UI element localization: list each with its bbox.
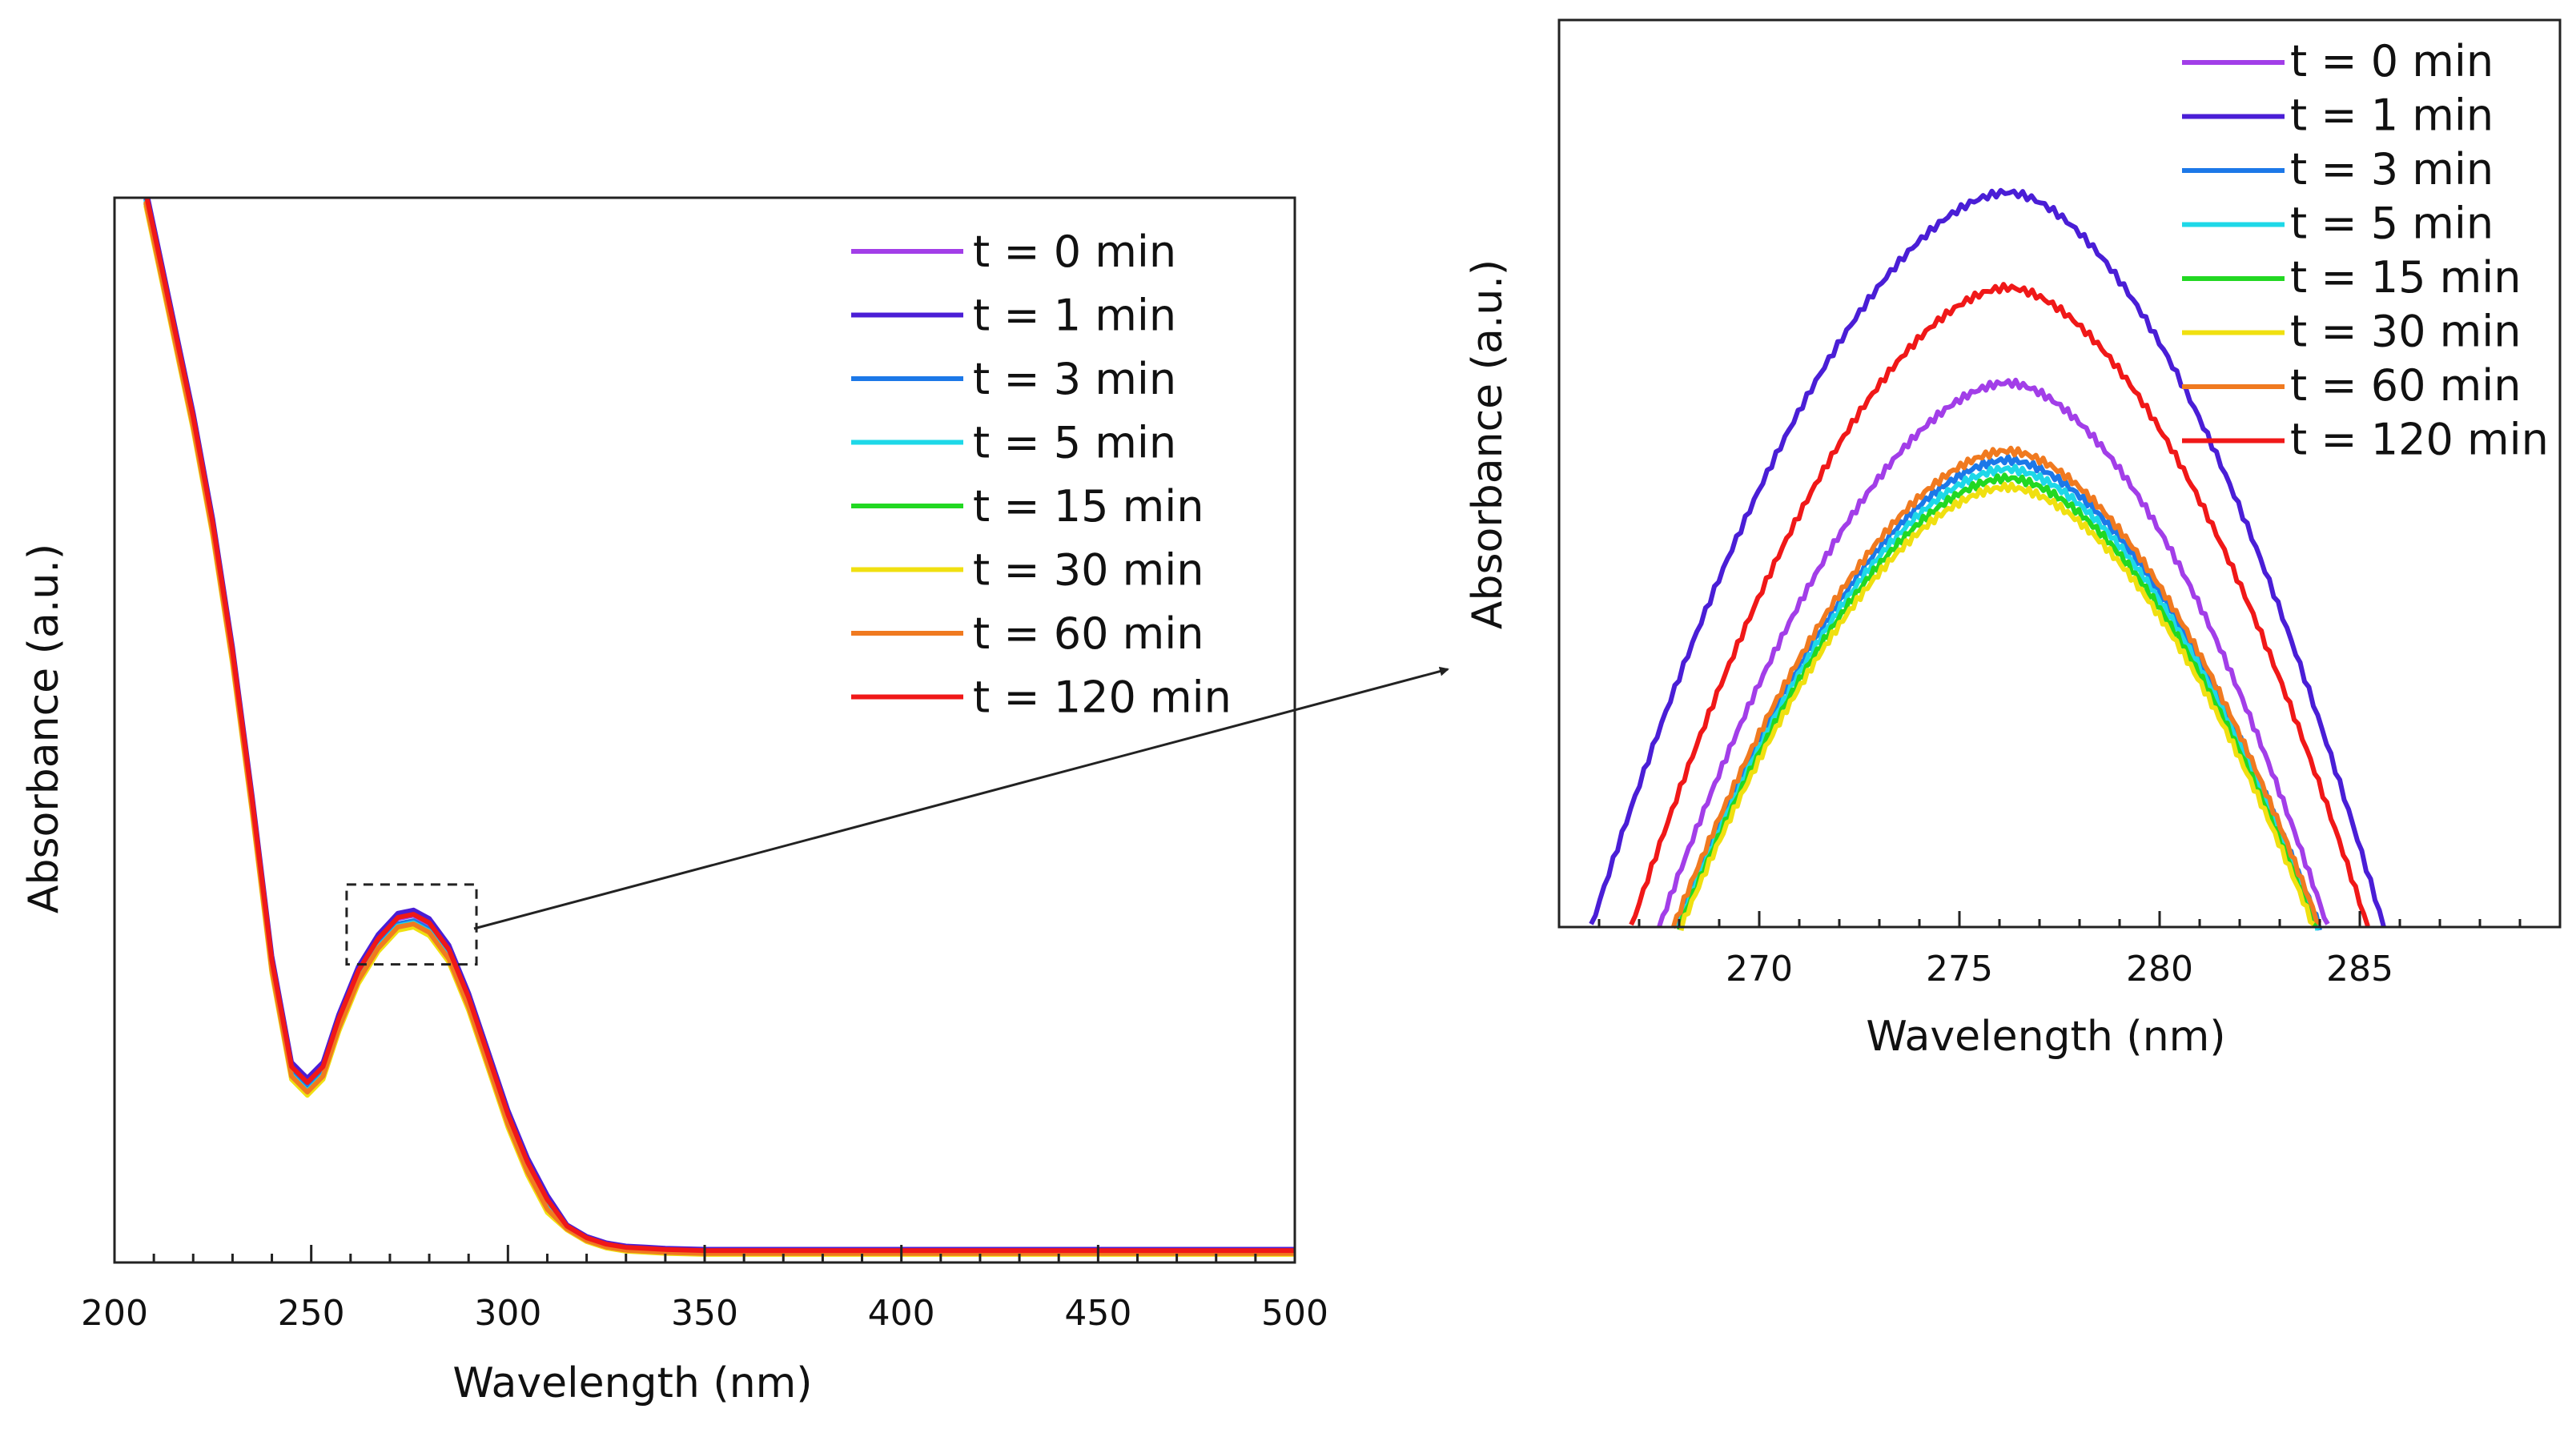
inset-legend-label: t = 0 min <box>2290 36 2494 86</box>
main-legend-item: t = 1 min <box>851 291 1176 341</box>
inset-legend-item: t = 3 min <box>2182 144 2494 195</box>
main-x-tick-label: 250 <box>278 1293 345 1334</box>
main-y-axis-title: Absorbance (a.u.) <box>20 544 68 913</box>
inset-x-tick-label: 270 <box>1726 949 1793 989</box>
inset-series-layer <box>1589 187 2386 931</box>
inset-legend-item: t = 30 min <box>2182 307 2521 357</box>
inset-series-t-30-min <box>1678 481 2316 931</box>
main-x-axis-title: Wavelength (nm) <box>452 1359 812 1407</box>
main-legend-item: t = 0 min <box>851 227 1176 277</box>
main-x-tick-label: 500 <box>1261 1293 1328 1334</box>
main-series-layer <box>143 198 1295 1257</box>
inset-x-axis-title: Wavelength (nm) <box>1866 1013 2225 1061</box>
main-legend-item: t = 5 min <box>851 418 1176 468</box>
main-x-ticks <box>113 1245 1296 1262</box>
main-legend-label: t = 3 min <box>973 354 1176 404</box>
main-legend-label: t = 1 min <box>973 291 1176 341</box>
inset-series-t-15-min <box>1677 472 2318 931</box>
inset-y-axis-title: Absorbance (a.u.) <box>1464 259 1512 629</box>
zoom-connector-arrow <box>473 666 1449 930</box>
main-x-tick-label: 450 <box>1064 1293 1131 1334</box>
inset-chart: 270 275 280 285 Wavelength (nm) Absorbance … <box>1464 18 2562 1061</box>
main-legend-item: t = 3 min <box>851 354 1176 404</box>
inset-x-tick-label: 275 <box>1926 949 1993 989</box>
main-legend-item: t = 60 min <box>851 608 1204 659</box>
inset-x-tick-label: 280 <box>2126 949 2193 989</box>
main-legend-label: t = 15 min <box>973 481 1204 532</box>
inset-legend-item: t = 5 min <box>2182 199 2494 249</box>
inset-legend-item: t = 1 min <box>2182 90 2494 141</box>
main-legend-label: t = 30 min <box>973 545 1204 596</box>
inset-plot-frame <box>1557 18 2562 929</box>
inset-series-t-1-min <box>1589 187 2386 928</box>
main-legend-item: t = 120 min <box>851 672 1232 723</box>
main-chart: 200 250 300 350 400 450 500 Wavelength (nm) Ab… <box>20 196 1328 1407</box>
inset-legend-label: t = 15 min <box>2290 252 2521 303</box>
inset-series-t-3-min <box>1674 454 2322 931</box>
main-x-tick-label: 400 <box>868 1293 935 1334</box>
zoom-region-box <box>345 883 478 966</box>
main-x-tick-label: 350 <box>671 1293 738 1334</box>
inset-x-ticks <box>1557 911 2562 927</box>
inset-legend-label: t = 60 min <box>2290 360 2521 411</box>
inset-legend-label: t = 30 min <box>2290 307 2521 357</box>
inset-legend-item: t = 60 min <box>2182 360 2521 411</box>
inset-x-tick-labels: 270 275 280 285 <box>1726 949 2393 989</box>
inset-x-tick-label: 285 <box>2326 949 2393 989</box>
inset-legend-item: t = 0 min <box>2182 36 2494 86</box>
inset-legend-label: t = 5 min <box>2290 199 2494 249</box>
inset-series-t-60-min <box>1670 445 2322 929</box>
inset-series-t-120-min <box>1629 282 2370 927</box>
main-legend-label: t = 60 min <box>973 608 1204 659</box>
main-x-tick-label: 300 <box>474 1293 541 1334</box>
main-series-t-0-min <box>144 198 1295 1254</box>
main-legend-label: t = 120 min <box>973 672 1232 723</box>
main-legend: t = 0 min t = 1 min t = 3 min t = 5 min t = … <box>851 227 1232 723</box>
inset-legend-label: t = 3 min <box>2290 144 2494 195</box>
inset-legend-label: t = 1 min <box>2290 90 2494 141</box>
inset-series-t-0-min <box>1657 377 2330 928</box>
inset-legend-item: t = 120 min <box>2182 415 2549 465</box>
main-x-tick-labels: 200 250 300 350 400 450 500 <box>81 1293 1328 1334</box>
inset-legend-label: t = 120 min <box>2290 415 2549 465</box>
main-legend-label: t = 5 min <box>973 418 1176 468</box>
main-legend-label: t = 0 min <box>973 227 1176 277</box>
main-legend-item: t = 15 min <box>851 481 1204 532</box>
main-series-t-120-min <box>144 198 1295 1254</box>
main-legend-item: t = 30 min <box>851 545 1204 596</box>
main-x-tick-label: 200 <box>81 1293 148 1334</box>
inset-legend-item: t = 15 min <box>2182 252 2521 303</box>
